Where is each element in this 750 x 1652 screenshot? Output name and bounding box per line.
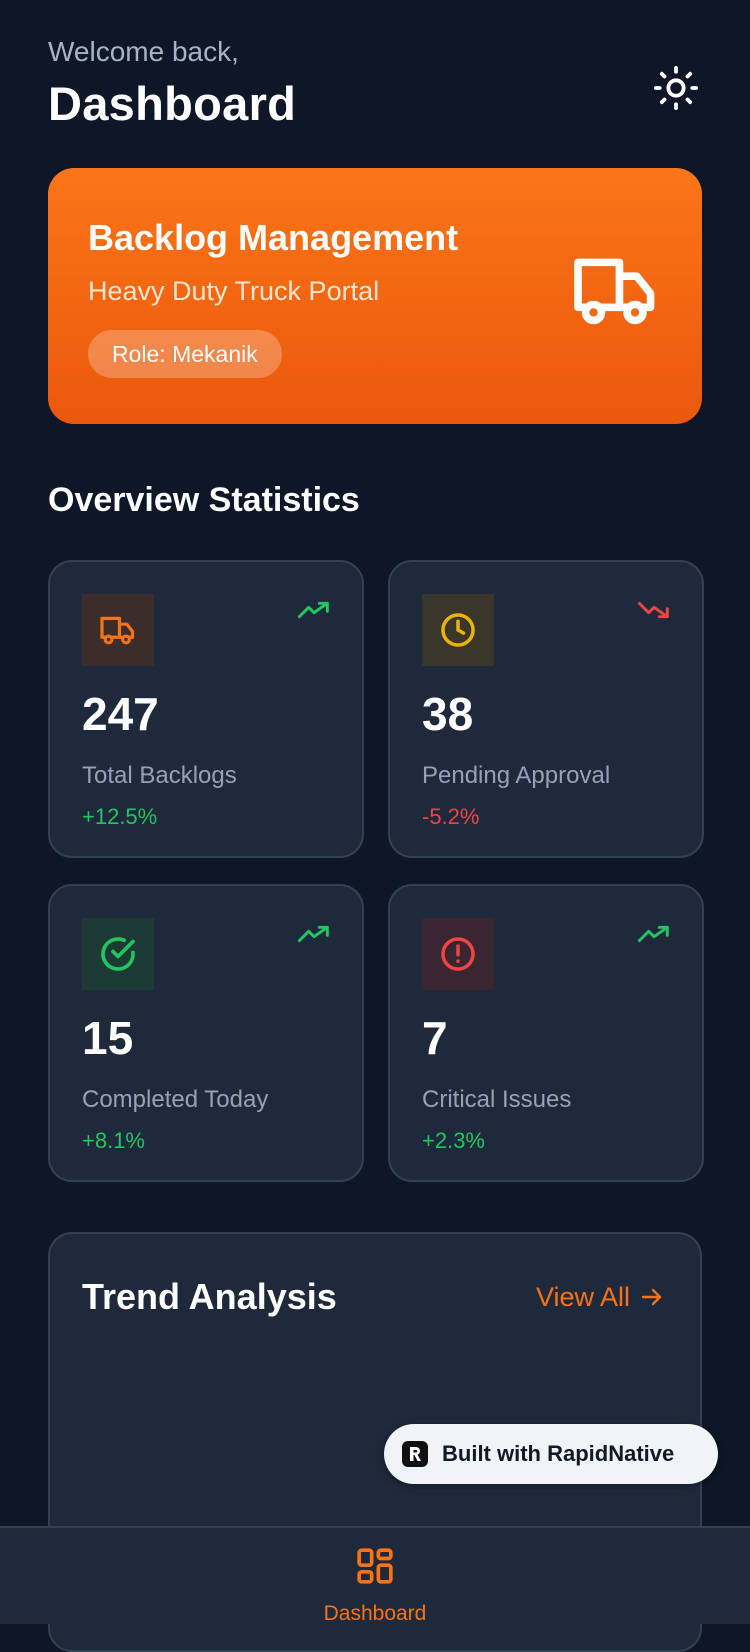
stat-label: Total Backlogs [82, 762, 237, 789]
theme-toggle-button[interactable] [650, 62, 702, 114]
nav-item-dashboard[interactable]: Dashboard [300, 1546, 450, 1626]
backlog-management-card[interactable]: Backlog Management Heavy Duty Truck Port… [48, 168, 702, 424]
clock-icon [441, 613, 475, 647]
trend-up-icon [298, 601, 329, 619]
stat-change: +2.3% [422, 1128, 485, 1153]
truck-icon [574, 258, 655, 325]
stat-value: 247 [82, 688, 159, 740]
page-title: Dashboard [48, 77, 297, 130]
trend-title: Trend Analysis [82, 1276, 337, 1317]
nav-label-dashboard: Dashboard [323, 1602, 427, 1625]
view-all-label: View All [535, 1282, 630, 1312]
stat-value: 7 [422, 1012, 448, 1064]
stat-card-pending-approval[interactable]: 38 Pending Approval -5.2% [388, 560, 704, 858]
stat-card-total-backlogs[interactable]: 247 Total Backlogs +12.5% [48, 560, 364, 858]
sun-icon [653, 65, 699, 111]
bottom-navigation: Dashboard [0, 1526, 750, 1626]
stat-icon-box [422, 918, 494, 990]
truck-icon [100, 616, 135, 645]
stat-value: 38 [422, 688, 474, 740]
arrow-right-icon [641, 1288, 662, 1306]
welcome-text: Welcome back, [48, 36, 239, 67]
trend-up-icon [298, 925, 329, 943]
stat-change: +8.1% [82, 1128, 145, 1153]
stat-value: 15 [82, 1012, 134, 1064]
hero-title: Backlog Management [88, 217, 459, 258]
rapidnative-logo-icon [402, 1441, 428, 1467]
alert-circle-icon [441, 937, 475, 971]
badge-text: Built with RapidNative [442, 1441, 675, 1466]
stat-change: +12.5% [82, 804, 158, 829]
stat-icon-box [82, 594, 154, 666]
stat-label: Critical Issues [422, 1086, 572, 1113]
hero-subtitle: Heavy Duty Truck Portal [88, 276, 380, 306]
check-circle-icon [101, 937, 135, 971]
stat-label: Completed Today [82, 1086, 269, 1113]
stat-icon-box [422, 594, 494, 666]
overview-title: Overview Statistics [48, 481, 360, 519]
stat-label: Pending Approval [422, 762, 611, 789]
stat-icon-box [82, 918, 154, 990]
role-badge: Role: Mekanik [88, 330, 282, 378]
stat-change: -5.2% [422, 804, 480, 829]
trend-up-icon [638, 925, 669, 943]
grid-icon [357, 1548, 393, 1584]
trend-down-icon [638, 601, 669, 619]
header: Welcome back, Dashboard [48, 34, 702, 134]
stat-card-critical-issues[interactable]: 7 Critical Issues +2.3% [388, 884, 704, 1182]
built-with-rapidnative-badge[interactable]: Built with RapidNative [384, 1424, 718, 1484]
stat-card-completed-today[interactable]: 15 Completed Today +8.1% [48, 884, 364, 1182]
view-all-link[interactable]: View All [536, 1278, 664, 1316]
